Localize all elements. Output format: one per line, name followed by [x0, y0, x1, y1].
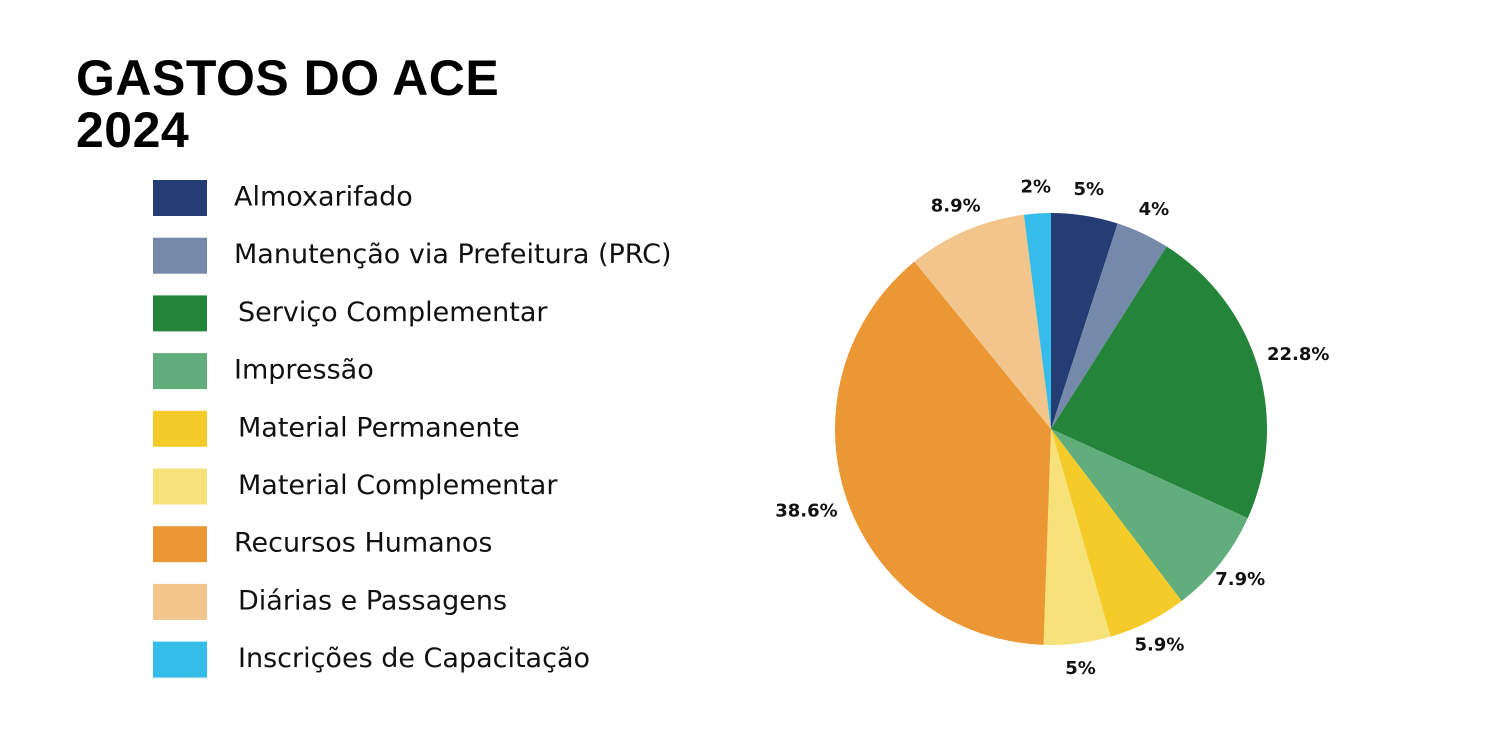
legend-label: Serviço Complementar [238, 297, 548, 328]
value-label: 8.9% [931, 196, 981, 217]
legend-swatch [153, 295, 207, 332]
legend-label: Recursos Humanos [234, 528, 492, 559]
value-label: 5.9% [1134, 634, 1184, 655]
pie-slice [1051, 246, 1267, 519]
value-label: 7.9% [1215, 569, 1265, 590]
pie-slice [1051, 429, 1248, 601]
legend-label: Material Permanente [238, 412, 520, 443]
legend-label: Diárias e Passagens [238, 585, 507, 616]
legend-swatch [153, 410, 207, 447]
pie-slice [835, 261, 1051, 645]
value-label: 5% [1074, 179, 1105, 200]
pie-slice [1051, 213, 1118, 429]
pie-slice [1051, 429, 1182, 637]
value-label: 2% [1021, 176, 1052, 197]
legend-label: Manutenção via Prefeitura (PRC) [234, 239, 672, 270]
legend-swatch [153, 353, 207, 390]
legend-swatch [153, 237, 207, 274]
value-label: 22.8% [1267, 344, 1329, 365]
legend-label: Material Complementar [238, 470, 558, 501]
legend-swatch [153, 583, 207, 620]
legend-swatch [153, 526, 207, 563]
pie-slice [1043, 429, 1111, 645]
pie-slice [914, 214, 1051, 429]
legend-label: Almoxarifado [234, 182, 413, 213]
value-label: 5% [1065, 658, 1096, 679]
pie-slice [1023, 213, 1051, 429]
value-label: 38.6% [775, 500, 837, 521]
legend-label: Impressão [234, 355, 374, 386]
pie-slice [1051, 223, 1167, 429]
legend-swatch [153, 180, 207, 216]
legend-swatch [153, 641, 207, 678]
legend-label: Inscrições de Capacitação [238, 643, 590, 674]
legend-swatch [153, 468, 207, 505]
chart-title: GASTOS DO ACE 2024 [76, 50, 500, 158]
value-label: 4% [1139, 199, 1170, 220]
